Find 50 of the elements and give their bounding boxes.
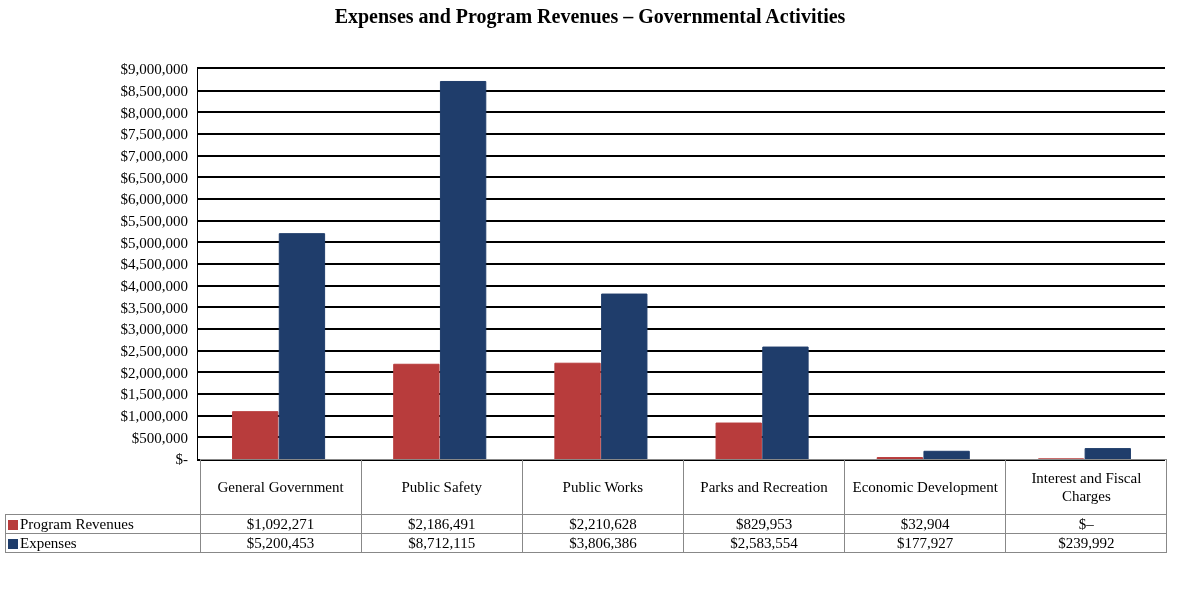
bar	[601, 293, 648, 459]
x-tick-label: Parks and Recreation	[683, 459, 845, 514]
y-tick-label: $8,000,000	[120, 104, 188, 121]
x-tick-label: Economic Development	[844, 459, 1006, 514]
y-tick-label: $2,500,000	[120, 342, 188, 359]
y-tick-label: $7,500,000	[120, 126, 188, 143]
data-label: $2,186,491	[361, 514, 523, 533]
chart-title: Expenses and Program Revenues – Governmental Activities	[334, 4, 846, 28]
bar	[762, 346, 809, 459]
y-tick-label: $8,500,000	[120, 82, 188, 99]
y-tick-label: $1,500,000	[120, 386, 188, 403]
x-tick-label: Interest and Fiscal Charges	[1005, 459, 1167, 514]
data-label: $829,953	[683, 514, 845, 533]
data-label: $2,583,554	[683, 533, 845, 552]
data-label: $5,200,453	[200, 533, 362, 552]
y-tick-label: $1,000,000	[120, 407, 188, 424]
y-tick-label: $500,000	[131, 429, 188, 446]
legend-label: Program Revenues	[5, 514, 200, 533]
legend-label: Expenses	[5, 533, 200, 552]
data-label: $32,904	[844, 514, 1006, 533]
data-label: $177,927	[844, 533, 1006, 552]
y-tick-label: $6,500,000	[120, 169, 188, 186]
y-tick-label: $9,000,000	[120, 61, 188, 78]
y-tick-label: $5,000,000	[120, 234, 188, 251]
data-label: $8,712,115	[361, 533, 523, 552]
bar	[439, 80, 487, 459]
bar	[278, 233, 326, 459]
bar	[923, 450, 970, 459]
data-label: $–	[1005, 514, 1167, 533]
data-label: $239,992	[1005, 533, 1167, 552]
data-label: $1,092,271	[200, 514, 362, 533]
bar	[1084, 448, 1131, 459]
y-tick-label: $5,500,000	[120, 212, 188, 229]
data-label: $2,210,628	[522, 514, 684, 533]
x-tick-label: Public Safety	[361, 459, 523, 514]
bar	[554, 362, 601, 459]
y-tick-label: $6,000,000	[120, 191, 188, 208]
bar	[393, 363, 440, 459]
x-tick-label: General Government	[200, 459, 362, 514]
x-tick-label: Public Works	[522, 459, 684, 514]
y-tick-label: $2,000,000	[120, 364, 188, 381]
bar	[715, 422, 762, 459]
y-tick-label: $-	[175, 451, 188, 468]
y-tick-label: $4,500,000	[120, 256, 188, 273]
y-tick-label: $4,000,000	[120, 277, 188, 294]
y-tick-label: $3,000,000	[120, 321, 188, 338]
y-tick-label: $7,000,000	[120, 147, 188, 164]
bar	[232, 411, 279, 459]
data-label: $3,806,386	[522, 533, 684, 552]
y-tick-label: $3,500,000	[120, 299, 188, 316]
